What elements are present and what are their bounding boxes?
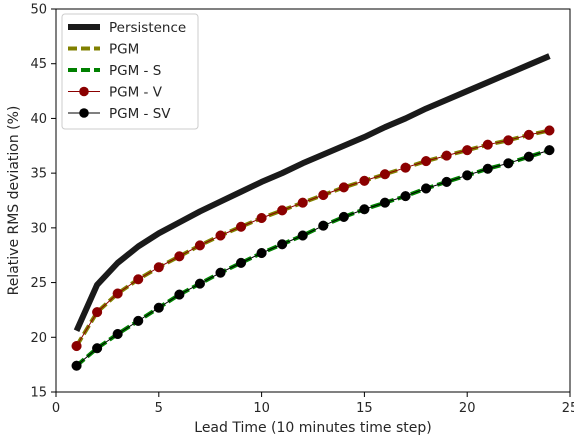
data-point-pgm-sv: [338, 211, 349, 222]
data-point-pgm-v: [421, 156, 432, 167]
data-point-pgm-sv: [277, 239, 288, 250]
data-point-pgm-v: [153, 262, 164, 273]
x-axis-label: Lead Time (10 minutes time step): [194, 420, 431, 436]
data-point-pgm-v: [277, 205, 288, 216]
legend-marker: [79, 86, 89, 97]
data-point-pgm-sv: [421, 183, 432, 194]
x-tick-label: 0: [52, 401, 60, 416]
data-point-pgm-sv: [133, 315, 144, 326]
series-layer: [71, 53, 555, 371]
legend-entry-pgm-s: PGM - S: [68, 63, 161, 79]
y-tick-label: 15: [30, 386, 47, 401]
data-point-pgm-v: [174, 251, 185, 262]
data-point-pgm-sv: [112, 328, 123, 340]
data-point-pgm-v: [441, 150, 452, 161]
x-tick-label: 15: [356, 401, 373, 416]
x-axis-ticks: 0 5 10 15 20 25: [52, 392, 574, 416]
x-tick-label: 10: [253, 401, 270, 416]
data-point-pgm-v: [71, 340, 82, 352]
data-point-pgm-v: [379, 169, 391, 180]
legend: Persistence PGM PGM - S PGM - V PGM - SV: [61, 13, 199, 130]
legend-entry-pgm-v: PGM - V: [68, 85, 163, 101]
series-pgm-v: [71, 125, 555, 352]
data-point-pgm-sv: [523, 151, 534, 162]
data-point-pgm-v: [338, 182, 349, 193]
y-axis-label: Relative RMS deviation (%): [6, 106, 22, 296]
data-point-pgm-v: [359, 175, 370, 186]
legend-entry-persistence: Persistence: [68, 20, 186, 36]
y-tick-label: 40: [30, 112, 47, 127]
data-point-pgm-v: [544, 125, 555, 136]
data-point-pgm-v: [112, 288, 123, 299]
series-pgm-sv: [71, 145, 555, 371]
data-point-pgm-sv: [297, 230, 308, 241]
legend-label: PGM - V: [109, 85, 163, 101]
y-tick-label: 30: [30, 221, 47, 236]
data-point-pgm-sv: [71, 360, 82, 371]
data-point-pgm-sv: [194, 278, 205, 289]
y-tick-label: 35: [30, 167, 47, 182]
legend-entry-pgm: PGM: [68, 42, 139, 58]
data-point-pgm-sv: [379, 197, 391, 208]
data-point-pgm-sv: [544, 145, 555, 156]
data-point-pgm-sv: [153, 302, 164, 313]
data-point-pgm-sv: [400, 191, 411, 202]
data-point-pgm-v: [133, 274, 144, 285]
data-point-pgm-v: [297, 197, 308, 208]
legend-label: PGM: [109, 42, 139, 58]
data-point-pgm-sv: [256, 247, 267, 259]
y-tick-label: 45: [30, 57, 47, 72]
data-point-pgm-v: [462, 145, 473, 156]
data-point-pgm-sv: [482, 163, 493, 174]
data-point-pgm-v: [194, 240, 205, 251]
data-point-pgm-sv: [92, 343, 103, 354]
series-persistence: [73, 53, 551, 332]
data-point-pgm-sv: [441, 176, 452, 187]
data-point-pgm-sv: [462, 170, 473, 181]
y-tick-label: 25: [30, 276, 47, 291]
y-tick-label: 50: [30, 3, 47, 18]
legend-label: PGM - S: [109, 63, 161, 79]
legend-entry-pgm-sv: PGM - SV: [68, 106, 171, 122]
y-tick-label: 20: [30, 331, 47, 346]
data-point-pgm-v: [235, 221, 247, 232]
legend-label: PGM - SV: [109, 106, 171, 122]
data-point-pgm-sv: [235, 257, 247, 268]
data-point-pgm-sv: [215, 267, 226, 278]
x-tick-label: 5: [155, 401, 163, 416]
data-point-pgm-v: [400, 162, 411, 173]
series-line-persistence: [73, 53, 551, 332]
data-point-pgm-v: [503, 135, 514, 146]
legend-marker: [79, 108, 89, 118]
data-point-pgm-v: [523, 129, 534, 140]
y-axis-ticks: 15 20 25 30 35 40 45 50: [30, 3, 56, 401]
data-point-pgm-v: [318, 189, 329, 201]
data-point-pgm-v: [215, 230, 226, 241]
legend-label: Persistence: [109, 20, 186, 36]
data-point-pgm-v: [256, 212, 267, 224]
data-point-pgm-sv: [318, 220, 329, 231]
data-point-pgm-sv: [503, 158, 514, 169]
x-tick-label: 20: [459, 401, 476, 416]
legend-frame: [61, 13, 199, 130]
data-point-pgm-v: [482, 139, 493, 150]
data-point-pgm-sv: [174, 289, 185, 300]
data-point-pgm-sv: [359, 204, 370, 215]
x-tick-label: 25: [562, 401, 574, 416]
data-point-pgm-v: [92, 307, 103, 318]
